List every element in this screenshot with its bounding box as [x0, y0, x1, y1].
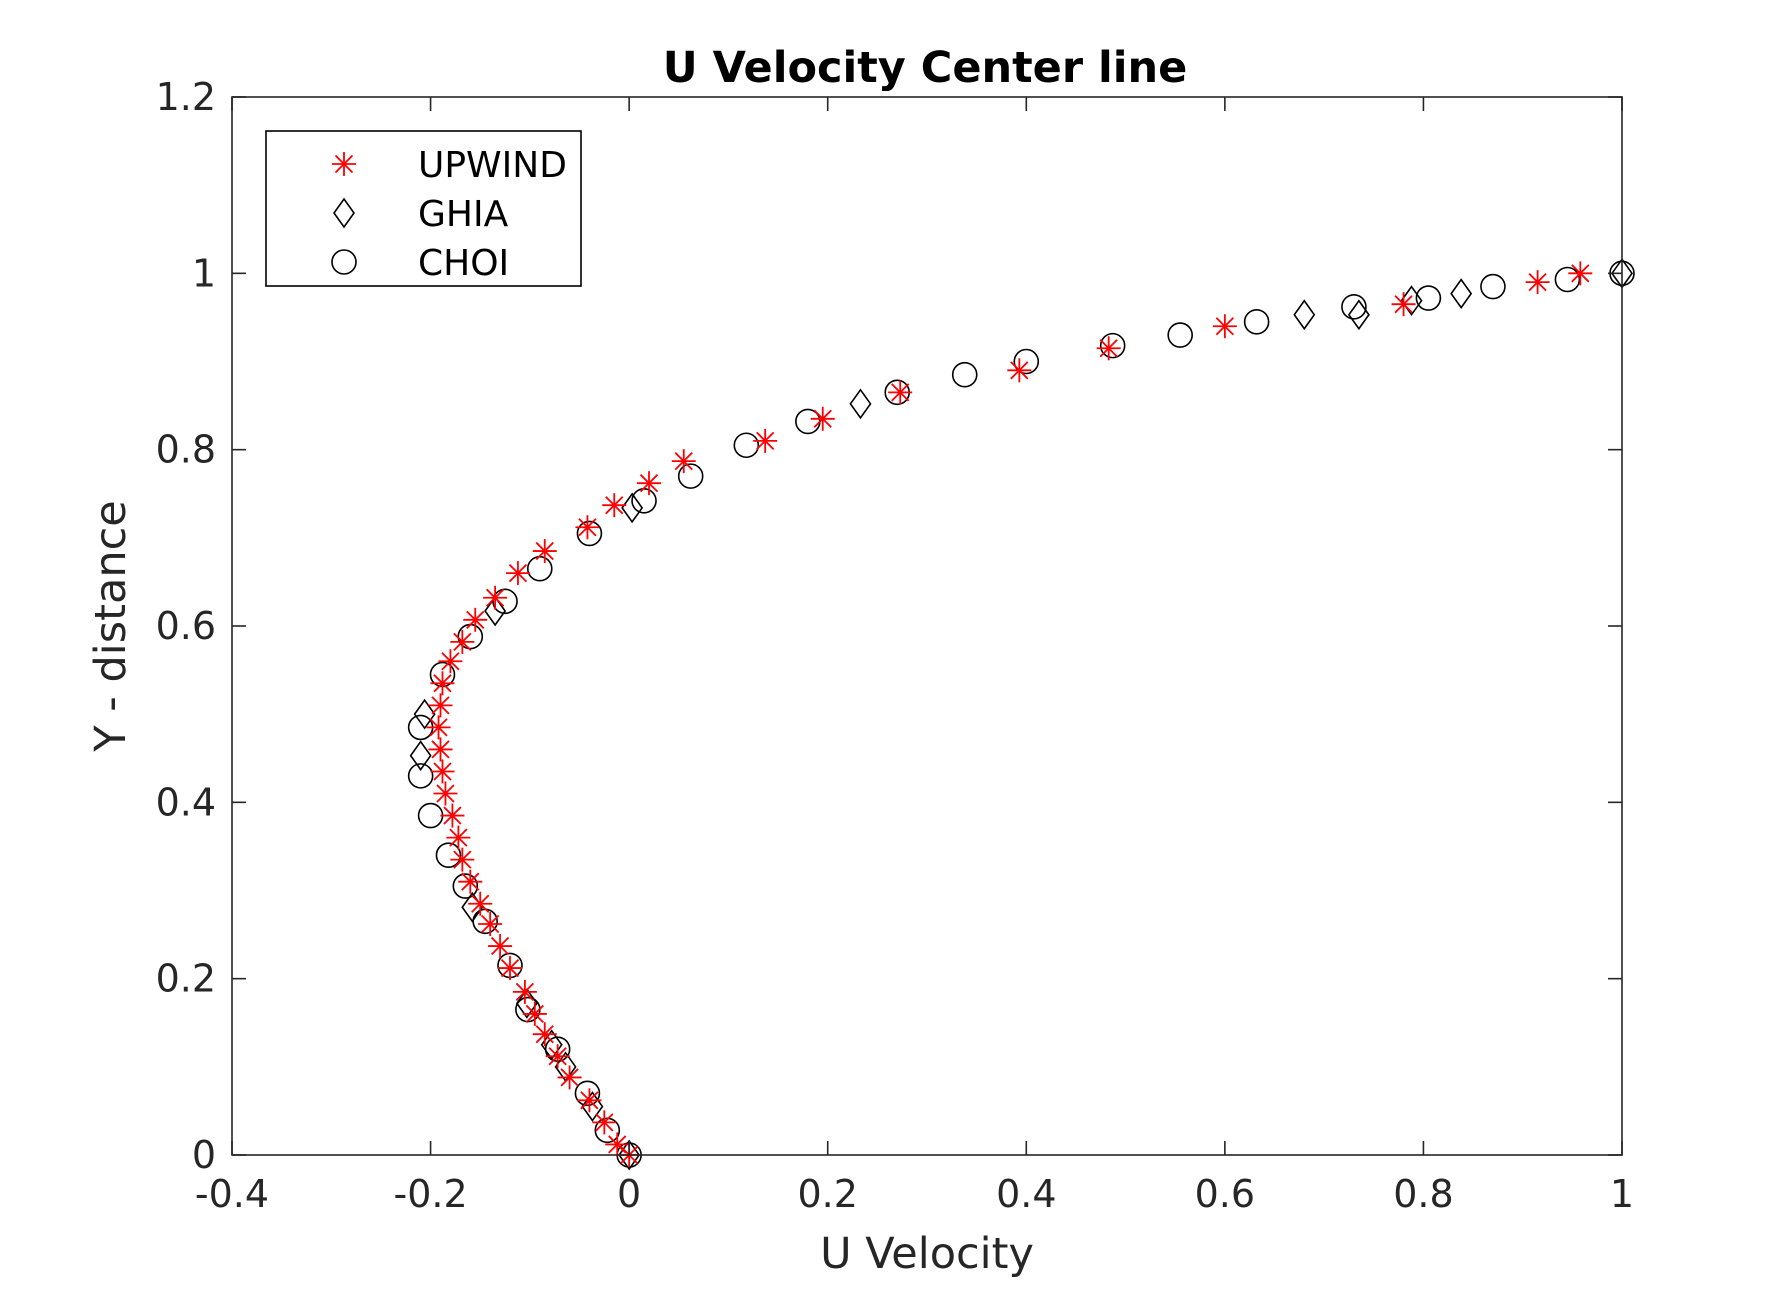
- data-point-ghia: [484, 595, 507, 627]
- data-point-choi: [407, 763, 434, 789]
- data-point-upwind: [483, 585, 508, 610]
- data-point-ghia: [1450, 278, 1473, 309]
- data-point-upwind: [1096, 336, 1121, 361]
- data-point-upwind: [440, 803, 465, 828]
- data-point-upwind: [522, 1001, 547, 1026]
- data-point-upwind: [1525, 270, 1550, 295]
- data-point-upwind: [428, 737, 453, 762]
- data-point-ghia: [621, 492, 644, 524]
- data-point-choi: [1341, 294, 1367, 320]
- x-tick-label: 0.6: [1195, 1172, 1255, 1216]
- axis-ticks: -0.4 -0.2 0 0.2 0.4 0.6 0.8 1 0 0.2 0.4 0.6 0.8 1 1.2: [156, 75, 1635, 1216]
- x-axis-label: U Velocity: [820, 1229, 1034, 1279]
- data-point-upwind: [1391, 292, 1416, 317]
- data-point-choi: [1554, 266, 1581, 293]
- data-point-upwind: [463, 607, 488, 632]
- y-tick-label: 0.4: [156, 780, 216, 824]
- legend-box: [265, 130, 582, 287]
- y-tick-label: 1.2: [156, 75, 216, 119]
- data-point-upwind: [557, 1065, 582, 1090]
- data-point-upwind: [426, 715, 451, 740]
- data-point-choi: [435, 842, 462, 869]
- data-point-ghia: [581, 1091, 604, 1122]
- data-point-choi: [492, 588, 518, 615]
- data-point-upwind: [430, 671, 455, 696]
- y-tick-label: 0.2: [156, 957, 216, 1001]
- data-point-upwind: [545, 1044, 570, 1069]
- data-point-upwind: [430, 759, 455, 784]
- data-point-ghia: [849, 388, 872, 420]
- data-point-upwind: [512, 979, 537, 1004]
- x-tick-label: 0: [617, 1172, 641, 1216]
- data-point-upwind: [450, 629, 475, 654]
- data-point-upwind: [450, 847, 475, 872]
- data-point-choi: [1013, 348, 1040, 375]
- x-tick-label: 0.2: [797, 1172, 857, 1216]
- data-point-ghia: [409, 740, 432, 771]
- data-point-ghia: [515, 987, 538, 1019]
- data-point-upwind: [1007, 358, 1032, 383]
- data-point-upwind: [468, 891, 493, 916]
- data-point-choi: [574, 1080, 601, 1107]
- data-point-choi: [677, 463, 704, 489]
- data-point-upwind: [478, 912, 503, 937]
- plot-area: [407, 257, 1635, 1171]
- data-point-choi: [733, 432, 760, 459]
- legend-label-ghia: GHIA: [418, 194, 509, 235]
- data-point-upwind: [577, 1088, 602, 1113]
- data-point-ghia: [1400, 285, 1423, 317]
- y-axis-label: Y - distance: [86, 500, 136, 752]
- x-tick-label: 1: [1610, 1172, 1634, 1216]
- data-point-upwind: [488, 934, 513, 959]
- data-point-ghia: [1347, 299, 1370, 331]
- chart-title: U Velocity Center line: [663, 43, 1188, 93]
- data-point-choi: [1415, 285, 1442, 311]
- data-point-upwind: [605, 1132, 630, 1157]
- data-point-upwind: [446, 825, 471, 850]
- data-point-choi: [576, 520, 603, 547]
- data-point-upwind: [458, 869, 483, 894]
- data-point-choi: [1099, 332, 1126, 359]
- data-point-upwind: [810, 406, 835, 431]
- legend-marker-ghia: [333, 197, 355, 229]
- data-point-upwind: [428, 693, 453, 718]
- y-tick-label: 0: [192, 1133, 216, 1177]
- data-point-upwind: [438, 649, 463, 674]
- x-tick-label: 0.4: [996, 1172, 1056, 1216]
- data-point-upwind: [532, 1022, 557, 1047]
- data-point-upwind: [498, 956, 522, 981]
- data-point-ghia: [1293, 299, 1316, 331]
- x-tick-label: 0.8: [1393, 1172, 1453, 1216]
- y-tick-label: 0.6: [156, 604, 216, 648]
- x-tick-label: -0.2: [393, 1172, 467, 1216]
- data-point-choi: [1480, 273, 1506, 300]
- data-point-upwind: [602, 493, 627, 518]
- data-point-choi: [951, 361, 978, 388]
- data-point-upwind: [671, 449, 696, 474]
- data-point-upwind: [637, 471, 661, 496]
- data-point-upwind: [592, 1110, 617, 1135]
- y-tick-label: 1: [192, 251, 216, 295]
- data-point-upwind: [433, 781, 458, 806]
- data-point-upwind: [505, 561, 530, 586]
- data-point-choi: [1167, 322, 1193, 348]
- data-point-choi: [452, 873, 479, 899]
- legend-label-choi: CHOI: [418, 243, 509, 284]
- data-point-upwind: [753, 428, 778, 453]
- data-point-upwind: [1568, 261, 1593, 286]
- data-point-upwind: [532, 539, 557, 564]
- series-upwind: [426, 261, 1593, 1167]
- x-tick-label: -0.4: [195, 1172, 269, 1216]
- data-point-ghia: [413, 698, 436, 730]
- legend-label-upwind: UPWIND: [418, 145, 567, 186]
- y-tick-label: 0.8: [156, 428, 216, 472]
- legend-marker-upwind: [332, 152, 356, 176]
- data-point-upwind: [575, 515, 600, 540]
- data-point-choi: [1243, 309, 1270, 335]
- data-point-upwind: [1212, 314, 1237, 339]
- legend: UPWIND GHIA CHOI: [265, 130, 582, 287]
- data-point-upwind: [888, 380, 913, 405]
- legend-marker-choi: [331, 249, 357, 275]
